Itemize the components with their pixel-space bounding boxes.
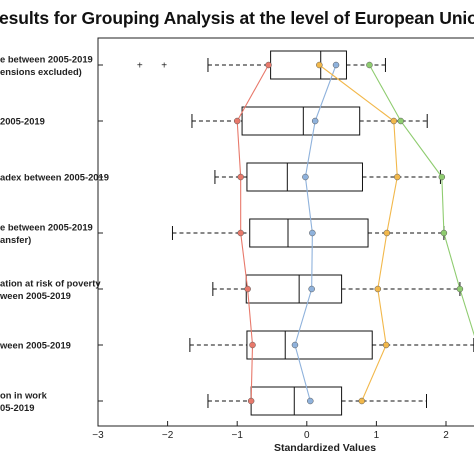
series-point bbox=[308, 285, 315, 293]
x-axis-title: Standardized Values bbox=[274, 442, 376, 454]
series-point bbox=[397, 117, 405, 125]
category-label: ween 2005-2019 bbox=[0, 340, 71, 351]
box bbox=[249, 218, 369, 248]
series-point bbox=[233, 117, 241, 125]
series-point bbox=[382, 341, 390, 349]
x-tick-label: −2 bbox=[162, 430, 174, 441]
x-tick-label: 0 bbox=[304, 430, 310, 441]
series-point bbox=[374, 285, 382, 293]
x-tick-label: 1 bbox=[374, 430, 380, 441]
outlier-marker: + bbox=[161, 61, 167, 72]
x-tick-label: −3 bbox=[92, 430, 104, 441]
box bbox=[246, 330, 373, 360]
outlier-marker: + bbox=[137, 61, 143, 72]
category-label: 05-2019 bbox=[0, 402, 34, 413]
series-point bbox=[311, 117, 319, 125]
category-label: ween 2005-2019 bbox=[0, 290, 71, 301]
series-point bbox=[237, 173, 244, 181]
series-point bbox=[247, 397, 255, 405]
series-point bbox=[237, 229, 244, 237]
category-label: 2005-2019 bbox=[0, 116, 45, 127]
series-point bbox=[358, 397, 366, 405]
series-point bbox=[394, 173, 401, 181]
series-point bbox=[265, 61, 272, 69]
series-point bbox=[249, 341, 256, 349]
series-point bbox=[390, 117, 398, 125]
series-point bbox=[291, 341, 299, 349]
box bbox=[250, 386, 343, 416]
series-point bbox=[309, 229, 316, 237]
series-point bbox=[244, 285, 251, 293]
series-point bbox=[438, 173, 446, 181]
category-label: adex between 2005-2019 bbox=[0, 172, 109, 183]
category-label: e between 2005-2019 bbox=[0, 222, 93, 233]
category-label: e between 2005-2019 bbox=[0, 54, 93, 65]
category-label: ation at risk of poverty bbox=[0, 278, 101, 289]
series-point bbox=[383, 229, 391, 237]
x-tick-label: 2 bbox=[443, 430, 449, 441]
category-label: on in work bbox=[0, 390, 48, 401]
box bbox=[245, 274, 343, 304]
series-point bbox=[440, 229, 448, 237]
series-point bbox=[307, 397, 314, 405]
chart-title: esults for Grouping Analysis at the leve… bbox=[0, 8, 474, 28]
category-label: ensions excluded) bbox=[0, 66, 82, 77]
series-point bbox=[302, 173, 309, 181]
x-tick-label: −1 bbox=[231, 430, 243, 441]
series-point bbox=[332, 61, 340, 69]
series-point bbox=[316, 61, 323, 69]
series-point bbox=[366, 61, 373, 69]
category-label: ansfer) bbox=[0, 234, 31, 245]
series-point bbox=[456, 285, 464, 293]
box bbox=[241, 106, 361, 136]
